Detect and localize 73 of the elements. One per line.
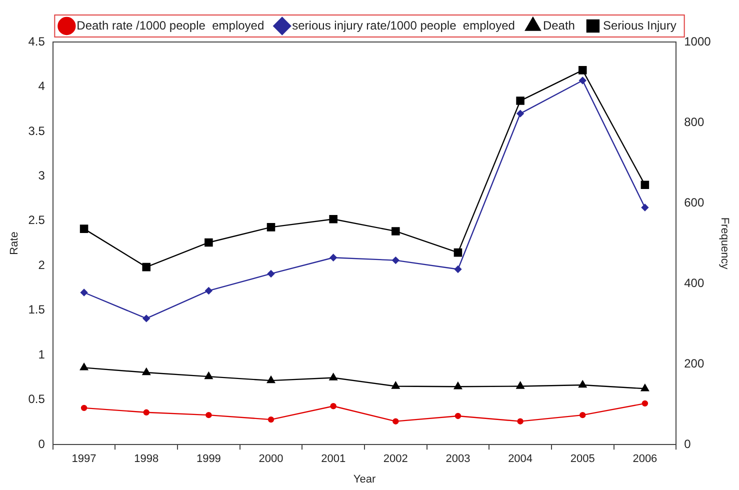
point xyxy=(640,384,650,392)
point xyxy=(267,270,275,278)
y2-axis-title: Frequency xyxy=(718,217,730,270)
point xyxy=(329,215,338,224)
x-tick-label: 2000 xyxy=(258,453,284,466)
point xyxy=(266,376,276,384)
point xyxy=(329,373,338,380)
x-tick-label: 1997 xyxy=(72,453,96,466)
y-tick-label: 1 xyxy=(38,347,46,362)
y2-tick-label: 0 xyxy=(684,436,692,451)
legend-label: Serious Injury xyxy=(602,18,676,32)
x-tick-label: 2001 xyxy=(321,453,346,466)
x-tick-label: 2004 xyxy=(508,453,533,466)
point xyxy=(516,382,524,389)
x-tick-label: 1998 xyxy=(134,453,159,466)
point xyxy=(516,110,524,118)
y-tick-label: 4 xyxy=(38,79,46,94)
y-tick-label: 3 xyxy=(38,168,46,183)
point xyxy=(205,287,212,294)
point xyxy=(580,412,586,418)
point xyxy=(142,262,150,272)
point xyxy=(579,76,586,84)
point xyxy=(80,363,88,370)
point xyxy=(330,403,336,410)
x-tick-label: 2003 xyxy=(446,453,470,466)
point xyxy=(142,314,150,322)
point xyxy=(266,223,276,232)
point xyxy=(392,227,400,236)
point xyxy=(204,238,213,247)
legend-label: serious injury rate/1000 people employed xyxy=(292,18,515,32)
y-tick-label: 0.5 xyxy=(28,392,46,406)
point xyxy=(392,382,400,389)
point xyxy=(578,66,587,74)
point xyxy=(80,224,88,233)
x-tick-label: 1999 xyxy=(196,453,221,466)
y-tick-label: 3.5 xyxy=(28,124,46,138)
point xyxy=(641,204,649,212)
y-tick-label: 2.5 xyxy=(28,213,46,228)
point xyxy=(80,288,88,296)
point xyxy=(330,254,337,262)
y-tick-label: 4.5 xyxy=(28,34,46,48)
point xyxy=(206,412,212,418)
point xyxy=(204,372,213,380)
y2-tick-label: 800 xyxy=(684,114,704,129)
x-tick-label: 2006 xyxy=(632,453,658,466)
point xyxy=(268,416,274,423)
point xyxy=(517,418,524,424)
x-tick-label: 2002 xyxy=(383,453,408,466)
point xyxy=(516,96,524,105)
point xyxy=(640,180,650,190)
point xyxy=(392,256,400,264)
point xyxy=(454,248,462,257)
y-tick-label: 1.5 xyxy=(28,302,46,317)
point xyxy=(392,418,399,424)
y2-tick-label: 400 xyxy=(684,276,704,290)
point xyxy=(142,368,150,376)
point xyxy=(143,409,150,416)
point xyxy=(454,382,462,390)
y2-tick-label: 600 xyxy=(684,195,704,210)
y-tick-label: 2 xyxy=(38,258,46,272)
legend-label: Death rate /1000 people employed xyxy=(76,18,264,32)
x-tick-label: 2005 xyxy=(570,453,595,466)
point xyxy=(454,266,462,273)
point xyxy=(454,412,462,420)
legend-label: Death xyxy=(542,18,575,32)
point xyxy=(80,404,88,412)
y-tick-label: 0 xyxy=(38,436,46,451)
point xyxy=(578,380,587,388)
x-axis-title: Year xyxy=(353,473,376,486)
y2-tick-label: 1000 xyxy=(684,34,712,48)
y2-tick-label: 200 xyxy=(684,356,704,370)
point xyxy=(642,400,648,407)
y-axis-title: Rate xyxy=(8,232,21,255)
